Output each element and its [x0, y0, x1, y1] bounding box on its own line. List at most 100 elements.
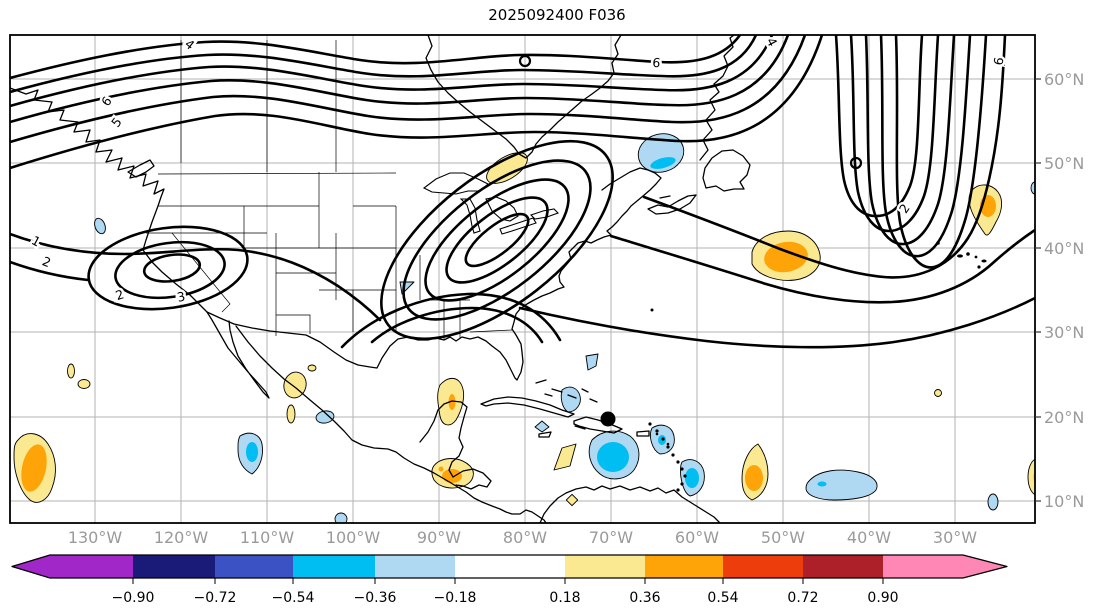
colorbar-tick-label: −0.54: [272, 590, 315, 606]
low-contour: [114, 240, 226, 300]
x-tick-label: 50°W: [761, 528, 805, 547]
x-tick-label: 40°W: [847, 528, 891, 547]
small-island-dot: [655, 432, 659, 436]
contour-band-line: [10, 35, 790, 124]
contour-label: 2: [40, 253, 53, 270]
negative-anomaly: [585, 353, 599, 371]
southern-arc: [340, 292, 562, 349]
labrador-coastline: [699, 35, 735, 161]
vancouver-island: [127, 159, 155, 178]
colorbar-segment: [375, 555, 455, 578]
contour-band-line: [10, 35, 758, 94]
positive-anomaly: [934, 389, 942, 397]
colorbar-tick-label: 0.72: [787, 590, 818, 606]
y-tick-label: 60°N: [1044, 70, 1084, 89]
y-tick-label: 30°N: [1044, 323, 1084, 342]
colorbar-segment: [803, 555, 883, 578]
small-island-dot: [666, 442, 670, 446]
great-lakes: [422, 172, 559, 235]
ridge-contour: [380, 139, 614, 341]
x-tick-label: 30°W: [933, 528, 977, 547]
x-tick-label: 110°W: [240, 528, 295, 547]
mexico-coastline: [235, 325, 547, 523]
x-tick-label: 120°W: [154, 528, 209, 547]
negative-anomaly: [560, 386, 581, 413]
colorbar-tick-label: 0.18: [549, 590, 580, 606]
ridge-contour: [424, 178, 570, 302]
hispaniola-coastline: [573, 416, 623, 434]
contour-band-line: [10, 35, 807, 144]
x-tick-label: 60°W: [675, 528, 719, 547]
ridge-contour: [445, 196, 549, 284]
contour-label: 1: [29, 233, 43, 250]
colorbar-segment: [645, 555, 723, 578]
colorbar-tick-label: 0.54: [707, 590, 738, 606]
colorbar-tick-label: −0.90: [112, 590, 155, 606]
island-dots: [648, 241, 987, 492]
hudson-bay-coastline: [425, 35, 622, 159]
atlantic-trough-line: [864, 35, 956, 246]
bahamas-islands: [535, 379, 598, 403]
lesser-antilles-dot: [683, 474, 687, 478]
anomaly-shading: [13, 133, 1035, 523]
negative-anomaly: [805, 469, 878, 501]
atlantic-trough-line: [642, 35, 1007, 279]
contour-label: 6: [652, 55, 662, 71]
storm-position-dot: [600, 411, 616, 427]
southern-arc: [370, 306, 544, 344]
low-outer-line: [10, 232, 382, 322]
positive-anomaly-core: [764, 241, 808, 273]
jamaica-coastline: [538, 431, 552, 438]
lesser-antilles-dot: [671, 453, 675, 457]
positive-anomaly: [486, 152, 528, 184]
negative-anomaly: [94, 217, 106, 235]
colorbar-segment: [50, 555, 133, 578]
azores-dot: [981, 259, 987, 263]
lesser-antilles-dot: [676, 488, 680, 492]
colorbar-tick-label: −0.18: [434, 590, 477, 606]
negative-anomaly: [315, 410, 335, 424]
colorbar-segment: [723, 555, 803, 578]
positive-anomaly-core: [21, 444, 47, 492]
colorbar: −0.90 −0.72 −0.54 −0.36 −0.18 0.18 0.36 0.54 0.7…: [11, 554, 1008, 606]
colorbar-segment: [293, 555, 375, 578]
colorbar-tick-label: 0.90: [867, 590, 898, 606]
bermuda-dot: [650, 308, 654, 312]
colorbar-segment: [883, 555, 963, 578]
atlantic-trough-line: [609, 228, 1035, 304]
positive-anomaly: [307, 364, 317, 372]
atlantic-trough-line: [879, 35, 972, 258]
azores-dot: [974, 255, 978, 259]
contour-band-line: [10, 35, 824, 170]
positive-anomaly: [565, 493, 579, 507]
ridge-contour: [464, 212, 530, 268]
positive-anomaly-core: [745, 465, 763, 491]
colorbar-segment: [565, 555, 645, 578]
positive-anomaly: [1027, 458, 1035, 496]
atlantic-trough-line: [849, 35, 940, 233]
small-closed-contour: [518, 54, 532, 68]
low-outer-line: [10, 260, 90, 282]
atlantic-trough-line: [894, 35, 988, 269]
negative-anomaly: [399, 281, 415, 295]
colorbar-segment: [215, 555, 293, 578]
negative-anomaly-core: [650, 157, 676, 169]
positive-anomaly: [286, 404, 296, 424]
axis-labels: 130°W 120°W 110°W 100°W 90°W 80°W 70°W 60°W 50°W…: [68, 70, 1085, 547]
x-tick-label: 70°W: [589, 528, 633, 547]
puerto-rico-coastline: [636, 430, 650, 437]
x-tick-label: 130°W: [68, 528, 123, 547]
positive-anomaly: [67, 363, 75, 379]
x-tick-label: 100°W: [326, 528, 381, 547]
south-america-coastline: [539, 485, 721, 523]
pacific-coastline: [10, 87, 270, 399]
contour-band-line: [10, 35, 742, 80]
cuba-coastline: [480, 396, 575, 418]
ridge-contour: [402, 159, 592, 321]
y-tick-label: 20°N: [1044, 408, 1084, 427]
atlantic-trough-line: [834, 35, 924, 218]
azores-dot: [957, 254, 963, 258]
